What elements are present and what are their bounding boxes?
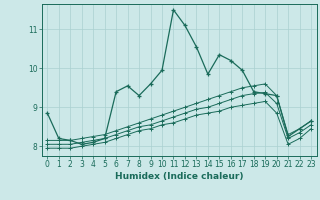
X-axis label: Humidex (Indice chaleur): Humidex (Indice chaleur) [115, 172, 244, 181]
